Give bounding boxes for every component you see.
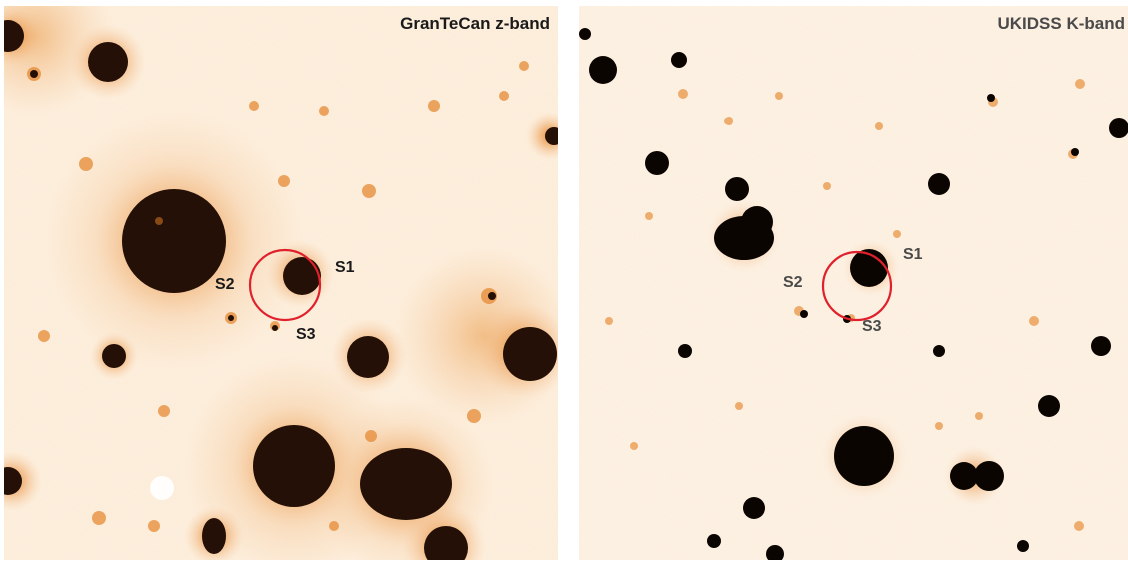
z-star-halo: [526, 112, 558, 160]
k-band-title: UKIDSS K-band: [997, 14, 1126, 33]
z-label-s3: S3: [296, 326, 316, 343]
k-star-cores: [579, 28, 1128, 560]
k-label-s1: S1: [903, 246, 923, 263]
z-core-speck: [155, 217, 163, 225]
z-band-title: GranTeCan z-band: [400, 14, 550, 33]
k-band-image: [579, 6, 1128, 560]
k-faint-sources: [605, 79, 1085, 531]
z-label-s2: S2: [215, 276, 235, 293]
k-label-s3: S3: [862, 318, 882, 335]
z-band-image: [4, 6, 558, 560]
z-bright-artifact: [150, 476, 174, 500]
z-target-circle: [248, 248, 322, 322]
k-label-s2: S2: [783, 274, 803, 291]
z-star-cores: [4, 20, 558, 560]
k-band-panel: UKIDSS K-band S1 S2 S3: [579, 6, 1128, 560]
z-faint-sources: [27, 61, 529, 532]
z-label-s1: S1: [335, 259, 355, 276]
z-star-halo: [4, 451, 42, 511]
k-target-circle: [821, 250, 893, 322]
z-band-panel: GranTeCan z-band S1 S2 S3: [4, 6, 558, 560]
